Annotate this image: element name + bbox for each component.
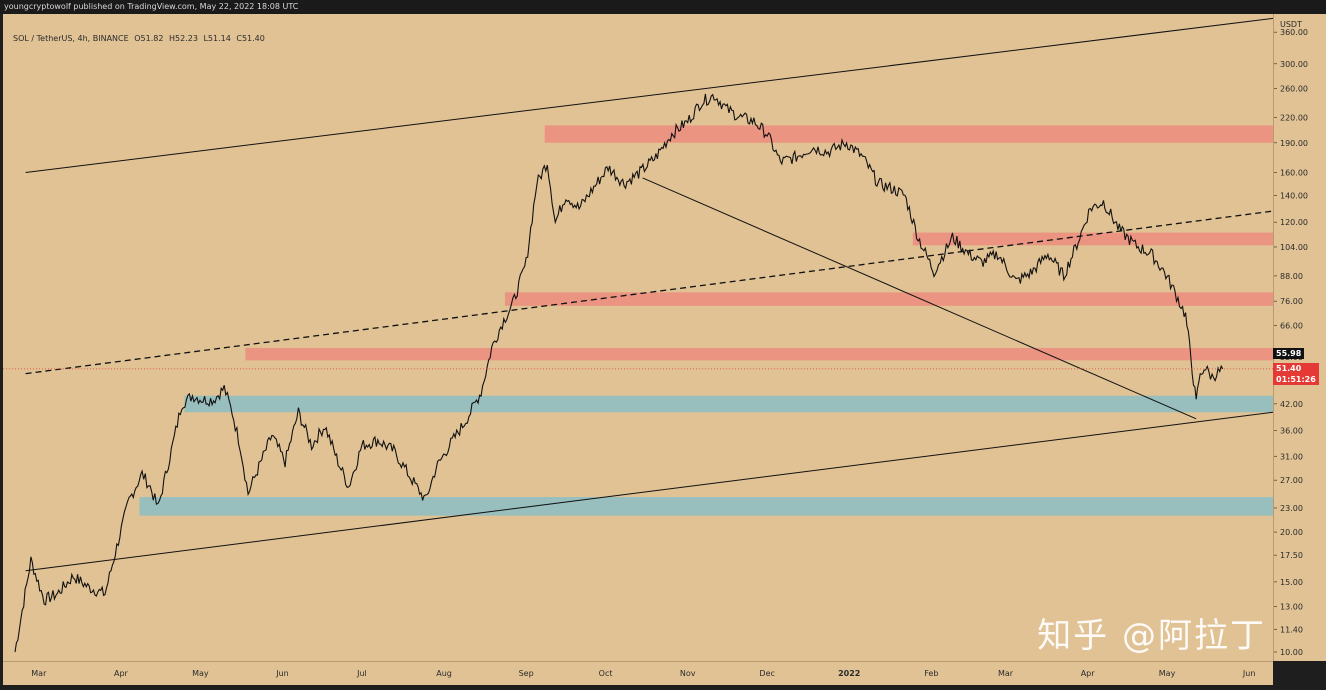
publish-header: youngcryptowolf published on TradingView… [0,0,1326,14]
resistance-zone-0 [544,125,1273,143]
support-zone-4 [184,395,1273,413]
y-tick-label-15: 88.00 [1280,272,1303,281]
x-tick-label-8: Nov [680,669,696,678]
y-tick-label-10: 42.00 [1280,400,1303,409]
x-tick-label-12: Mar [998,669,1014,678]
legend-close: C51.40 [236,34,265,43]
legend-open: O51.82 [134,34,164,43]
watermark-text: 知乎 @阿拉丁 [1037,616,1266,656]
x-tick-label-11: Feb [924,669,938,678]
time-axis-svg: Mar Apr May Jun Jul Aug Sep Oct Nov Dec 2022 Feb Mar… [31,669,1256,678]
legend-low: L51.14 [203,34,231,43]
x-tick-label-10: 2022 [838,669,860,678]
price-axis[interactable]: USDT 10.00 11.40 13.00 15.00 17.50 20.00 23.00 2… [1273,14,1326,661]
y-tick-label-13: 66.00 [1280,322,1303,331]
time-axis[interactable]: Mar Apr May Jun Jul Aug Sep Oct Nov Dec 2022 Feb Mar… [3,661,1273,685]
trendline-solid-3 [642,177,1197,420]
trendline-solid-2 [25,411,1273,572]
resistance-zone-1 [912,232,1273,246]
symbol-legend: SOL / TetherUS, 4h, BINANCE O51.82 H52.2… [13,34,268,43]
y-tick-label-19: 160.00 [1280,168,1308,177]
x-tick-label-9: Dec [759,669,774,678]
y-tick-label-4: 17.50 [1280,551,1303,560]
x-tick-label-4: Jul [356,669,367,678]
y-tick-label-5: 20.00 [1280,528,1303,537]
y-tick-label-9: 36.00 [1280,426,1303,435]
price-axis-svg: USDT 10.00 11.40 13.00 15.00 17.50 20.00 23.00 2… [1274,20,1308,657]
y-tick-label-20: 190.00 [1280,139,1308,148]
resistance-zone-3 [245,347,1273,361]
y-tick-label-17: 120.00 [1280,218,1308,227]
x-tick-label-2: May [192,669,209,678]
legend-high: H52.23 [168,34,198,43]
x-tick-label-6: Sep [519,669,534,678]
y-tick-label-21: 220.00 [1280,113,1308,122]
y-tick-label-18: 140.00 [1280,192,1308,201]
resistance-zone-2 [504,292,1273,306]
x-tick-label-5: Aug [436,669,452,678]
trendline-solid-0 [25,17,1273,173]
price-line [14,93,1224,653]
legend-symbol: SOL / TetherUS, 4h, BINANCE [13,34,129,43]
x-tick-label-1: Apr [114,669,129,678]
axis-currency-label: USDT [1280,20,1302,29]
y-tick-label-7: 27.00 [1280,476,1303,485]
y-tick-label-14: 76.00 [1280,297,1303,306]
y-tick-label-6: 23.00 [1280,504,1303,513]
last-price-value: 51.40 [1276,363,1302,373]
x-tick-label-7: Oct [599,669,613,678]
last-price-tag: 51.40 01:51:26 [1273,362,1319,385]
x-tick-label-13: Apr [1081,669,1096,678]
y-tick-label-0: 10.00 [1280,648,1303,657]
y-tick-label-1: 11.40 [1280,625,1303,634]
x-tick-label-3: Jun [275,669,289,678]
y-tick-label-2: 13.00 [1280,603,1303,612]
publish-text: youngcryptowolf published on TradingView… [4,2,299,11]
bar-countdown: 01:51:26 [1276,374,1316,384]
y-tick-label-22: 260.00 [1280,85,1308,94]
x-tick-label-15: Jun [1242,669,1256,678]
y-tick-label-23: 300.00 [1280,60,1308,69]
price-chart-svg[interactable] [3,14,1273,661]
y-tick-label-16: 104.00 [1280,243,1308,252]
support-zone-5 [139,497,1273,516]
x-tick-label-14: May [1159,669,1176,678]
level-price-tag: 55.98 [1273,348,1305,360]
x-tick-label-0: Mar [31,669,47,678]
y-tick-label-8: 31.00 [1280,452,1303,461]
y-tick-label-3: 15.00 [1280,578,1303,587]
y-tick-label-24: 360.00 [1280,28,1308,37]
chart-pane[interactable]: SOL / TetherUS, 4h, BINANCE O51.82 H52.2… [3,14,1273,661]
